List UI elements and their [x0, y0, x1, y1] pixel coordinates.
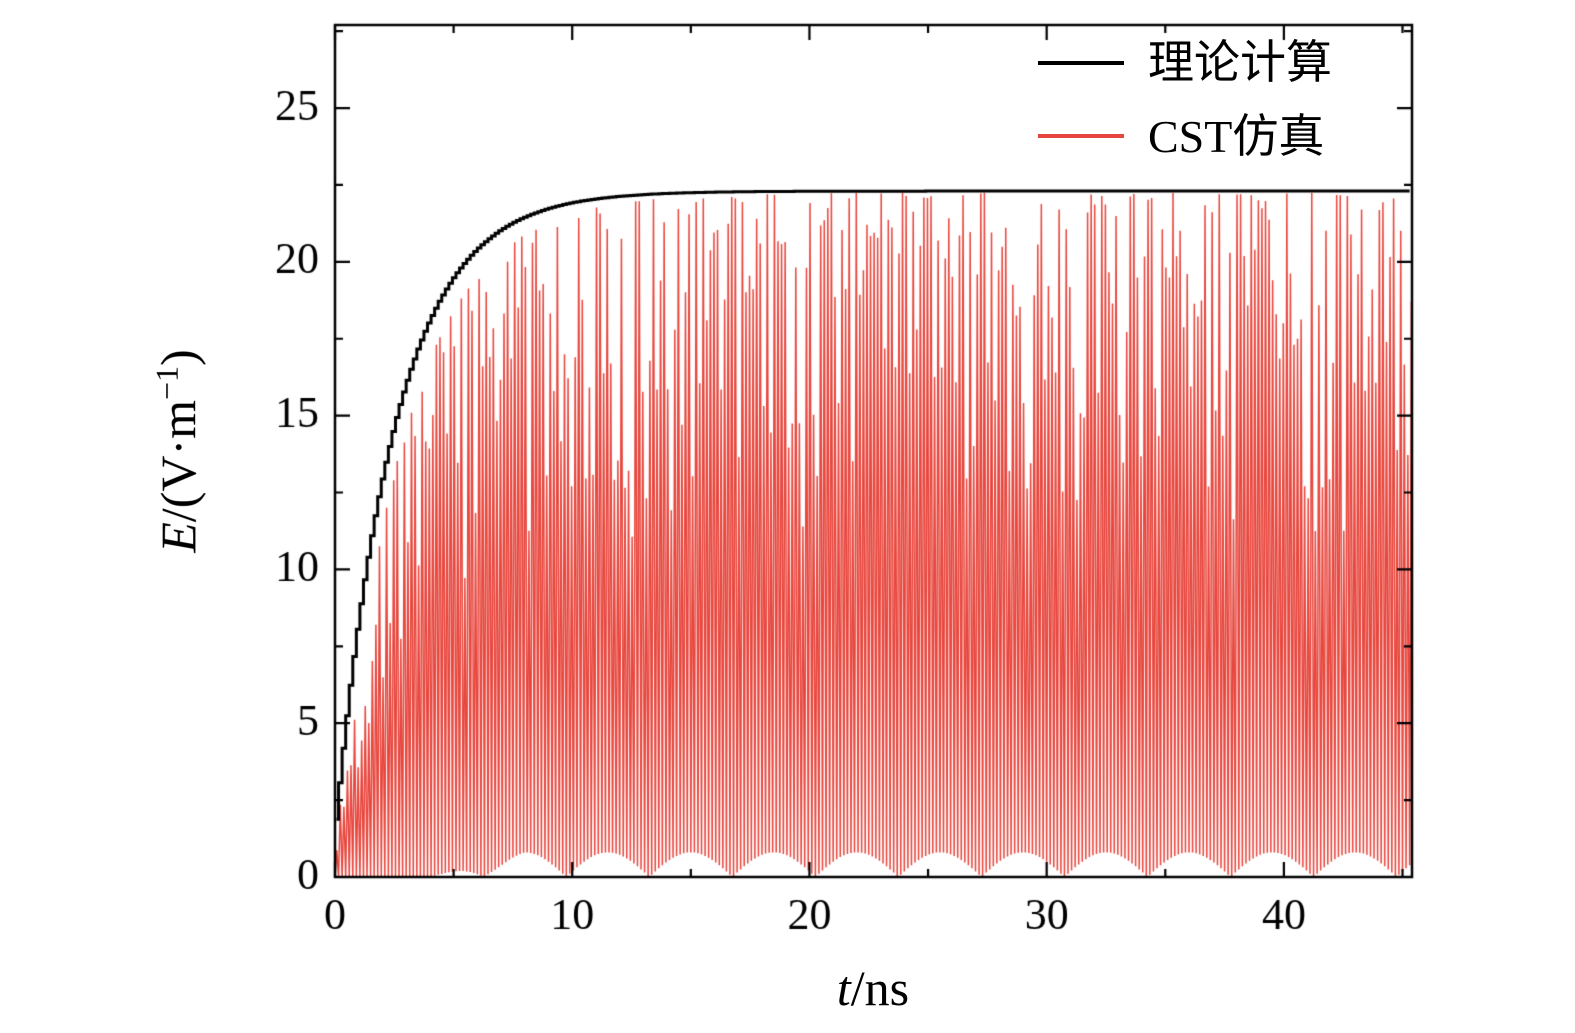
legend-label-theory: 理论计算 — [1148, 37, 1332, 88]
y-axis-label: E/(V·m−1) — [148, 349, 207, 553]
legend-line-cst-icon — [1038, 134, 1124, 139]
x-axis-label: t/ns — [836, 960, 910, 1016]
legend-line-theory-icon — [1038, 60, 1124, 65]
legend-item-cst: CST仿真 — [1038, 108, 1332, 166]
legend-label-cst: CST仿真 — [1148, 110, 1325, 162]
legend: 理论计算 CST仿真 — [1038, 34, 1332, 165]
legend-item-theory: 理论计算 — [1038, 34, 1332, 92]
